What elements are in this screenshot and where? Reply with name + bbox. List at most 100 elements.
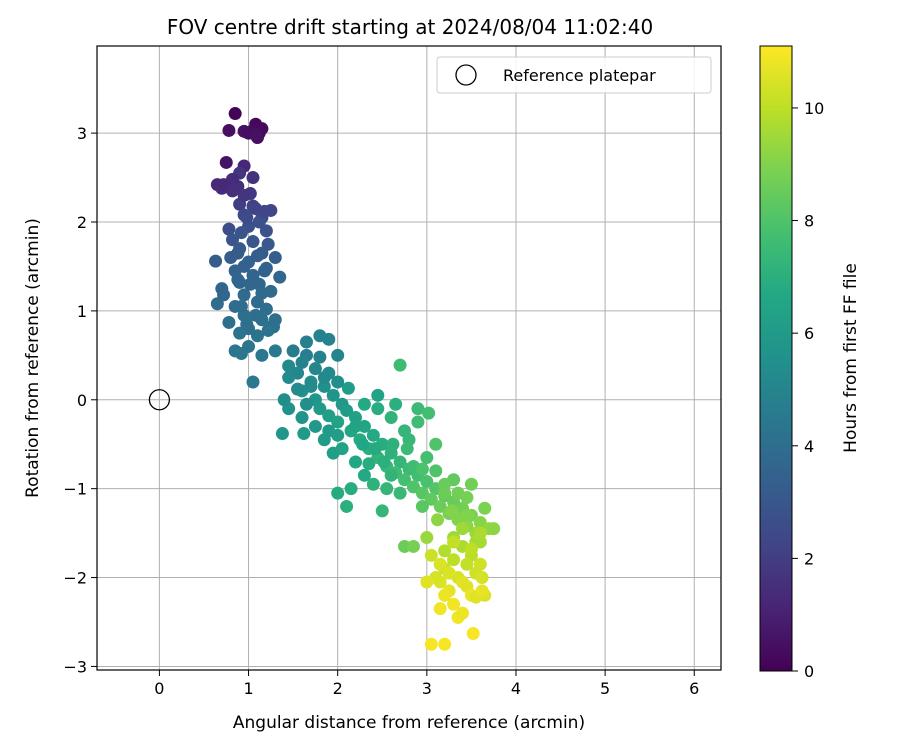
- data-point: [261, 237, 275, 251]
- colorbar-tick-label: 8: [804, 212, 814, 231]
- data-point: [473, 557, 487, 571]
- data-point: [317, 379, 331, 393]
- data-point: [420, 475, 434, 489]
- x-tick-label: 2: [333, 679, 343, 698]
- data-point: [398, 473, 412, 487]
- data-point: [335, 442, 349, 456]
- data-point: [368, 442, 382, 456]
- data-point: [447, 535, 461, 549]
- data-point: [259, 302, 273, 316]
- data-point: [331, 486, 345, 500]
- data-point: [299, 335, 313, 349]
- data-point: [331, 375, 345, 389]
- data-point: [233, 326, 247, 340]
- data-point: [415, 499, 429, 513]
- data-point: [340, 499, 354, 513]
- data-point: [331, 415, 345, 429]
- data-point: [398, 424, 412, 438]
- data-point: [252, 215, 266, 229]
- data-point: [341, 381, 355, 395]
- data-point: [464, 542, 478, 556]
- y-tick-label: 2: [77, 213, 87, 232]
- data-point: [268, 313, 282, 327]
- data-point: [273, 270, 287, 284]
- data-point: [393, 358, 407, 372]
- reference-marker-group: [148, 389, 171, 411]
- data-point: [322, 332, 336, 346]
- data-point: [250, 329, 264, 343]
- data-point: [464, 477, 478, 491]
- y-tick-label: 3: [77, 124, 87, 143]
- data-point: [237, 288, 251, 302]
- data-point: [438, 544, 452, 558]
- data-point: [237, 259, 251, 273]
- y-tick-label: −3: [63, 657, 87, 676]
- data-point: [231, 246, 245, 260]
- data-point: [393, 455, 407, 469]
- data-point: [234, 347, 248, 361]
- reference-platepar-marker: [148, 389, 171, 411]
- data-point: [475, 571, 489, 585]
- data-point: [282, 371, 296, 385]
- plot-frame: [96, 45, 722, 671]
- data-point: [217, 178, 231, 192]
- data-point: [291, 382, 305, 396]
- data-point: [326, 388, 340, 402]
- y-tick-label: −1: [63, 480, 87, 499]
- data-point: [460, 491, 474, 505]
- data-point: [475, 584, 489, 598]
- data-point: [249, 128, 263, 142]
- data-point: [424, 637, 438, 651]
- data-point: [225, 233, 239, 247]
- data-point: [478, 501, 492, 515]
- data-point: [209, 254, 223, 268]
- data-point: [268, 344, 282, 358]
- data-point: [460, 557, 474, 571]
- data-point: [473, 526, 487, 540]
- data-point: [380, 482, 394, 496]
- x-tick-label: 0: [154, 679, 164, 698]
- data-point: [411, 415, 425, 429]
- data-point: [219, 155, 233, 169]
- data-point: [422, 406, 436, 420]
- colorbar-tick-label: 6: [804, 324, 814, 343]
- colorbar: [759, 45, 793, 672]
- y-tick-label: 0: [77, 391, 87, 410]
- data-point: [420, 451, 434, 465]
- data-point: [375, 504, 389, 518]
- data-point: [357, 397, 371, 411]
- x-tick-label: 4: [511, 679, 521, 698]
- colorbar-tick-label: 0: [804, 662, 814, 681]
- data-point: [237, 188, 251, 202]
- legend-marker: [455, 64, 477, 86]
- data-point: [438, 588, 452, 602]
- data-point: [240, 317, 254, 331]
- legend: Reference platepar: [436, 56, 712, 94]
- data-point: [384, 468, 398, 482]
- data-point: [349, 455, 363, 469]
- data-point: [313, 402, 327, 416]
- colorbar-tick-label: 2: [804, 549, 814, 568]
- x-axis-label: Angular distance from reference (arcmin): [233, 713, 585, 733]
- data-point: [429, 464, 443, 478]
- y-axis-ticks: −3 −2 −1 0 1 2 3: [63, 124, 97, 676]
- data-point: [268, 251, 282, 265]
- data-point: [389, 397, 403, 411]
- x-tick-label: 1: [243, 679, 253, 698]
- data-point: [231, 273, 245, 287]
- colorbar-ticks: 0 2 4 6 8 10: [792, 99, 824, 681]
- legend-entry-reference: Reference platepar: [503, 66, 656, 85]
- data-point: [424, 492, 438, 506]
- legend-box: [436, 56, 712, 94]
- data-point: [255, 348, 269, 362]
- data-point: [371, 402, 385, 416]
- data-point: [243, 277, 257, 291]
- data-point: [246, 199, 260, 213]
- y-axis-label: Rotation from reference (arcmin): [23, 218, 43, 498]
- data-point: [282, 359, 296, 373]
- data-points: [209, 107, 501, 651]
- data-point: [275, 427, 289, 441]
- data-point: [438, 637, 452, 651]
- chart-title: FOV centre drift starting at 2024/08/04 …: [167, 15, 653, 39]
